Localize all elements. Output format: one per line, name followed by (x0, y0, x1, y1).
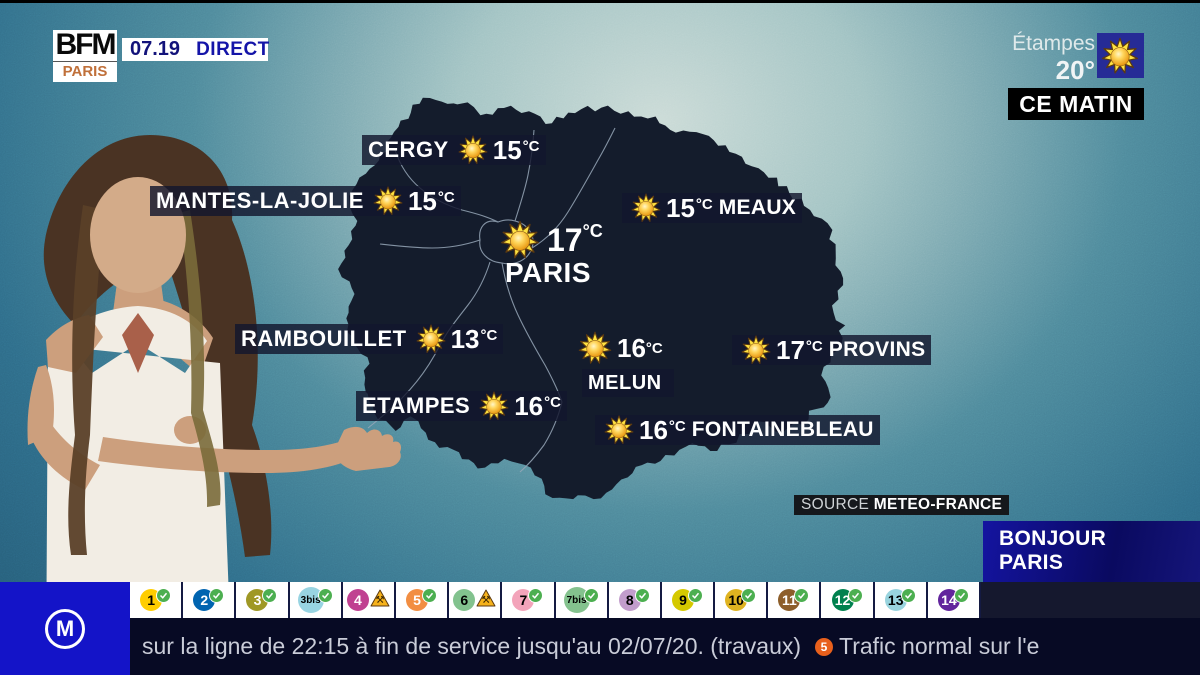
svg-text:⚒: ⚒ (375, 595, 384, 606)
svg-text:⚒: ⚒ (482, 595, 491, 606)
